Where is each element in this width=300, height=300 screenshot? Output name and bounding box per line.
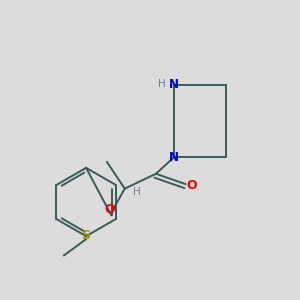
- Text: O: O: [186, 179, 197, 192]
- Text: H: H: [133, 187, 140, 197]
- Text: N: N: [169, 151, 179, 164]
- Text: N: N: [169, 78, 179, 91]
- Text: O: O: [105, 203, 115, 216]
- Text: H: H: [158, 79, 166, 89]
- Text: S: S: [81, 229, 90, 242]
